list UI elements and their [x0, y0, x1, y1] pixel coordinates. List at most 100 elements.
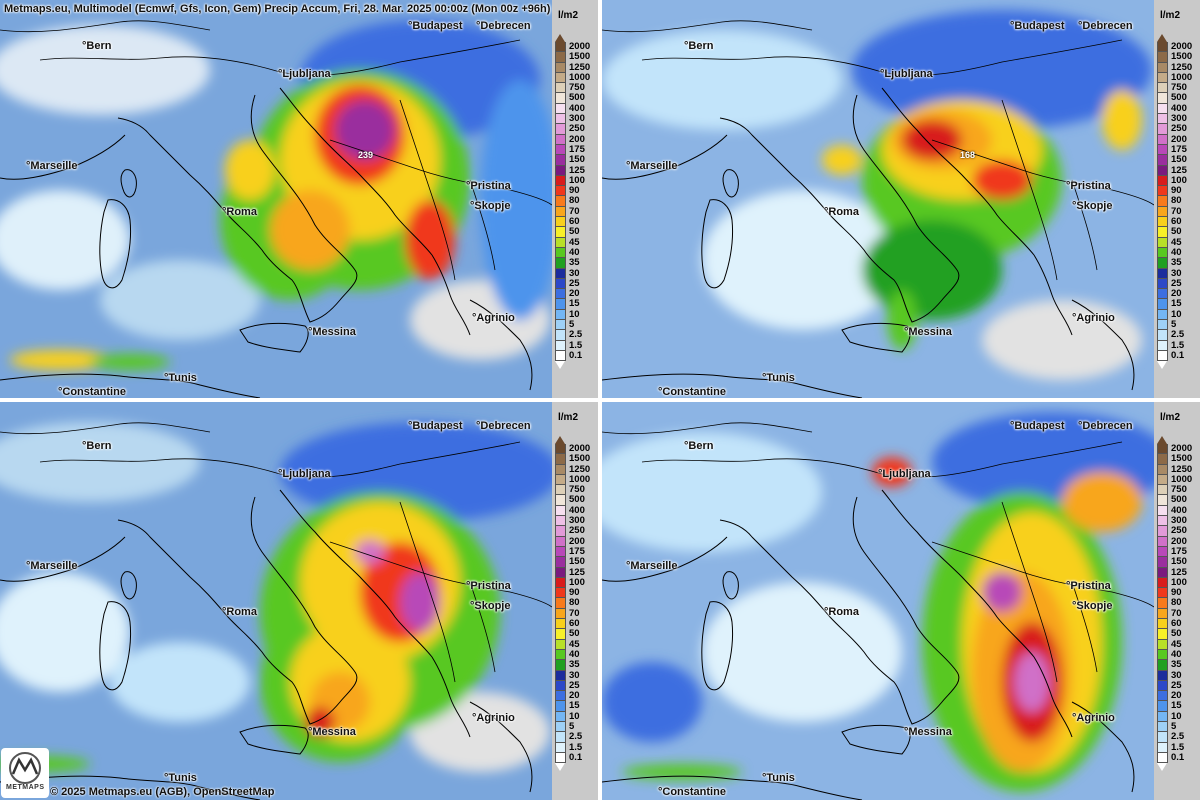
legend-swatch	[555, 268, 566, 279]
legend-swatch	[1157, 134, 1168, 145]
city-marseille: °Marseille	[26, 160, 78, 172]
city-bern: °Bern	[82, 440, 112, 452]
legend-swatch	[555, 546, 566, 558]
legend-label: 2000	[1171, 41, 1193, 52]
legend-swatch	[1157, 680, 1168, 692]
legend-label: 15	[1171, 298, 1182, 310]
legend-swatch	[1157, 567, 1168, 578]
legend-swatch	[555, 309, 566, 321]
city-skopje: °Skopje	[470, 200, 511, 212]
legend-label: 50	[569, 628, 580, 640]
metmaps-logo: METMAPS	[1, 748, 49, 798]
legend-swatch	[1157, 124, 1168, 135]
city-marseille: °Marseille	[26, 560, 78, 572]
city-pristina: °Pristina	[466, 580, 511, 592]
legend-label: 125	[1171, 566, 1187, 578]
legend-label: 25	[1171, 679, 1182, 691]
legend-labels: 2000 1500 1250 1000 750 500 400 300 250 200 175 150…	[1171, 443, 1193, 763]
city-constantine: °Constantine	[658, 786, 726, 798]
legend-swatch	[1157, 619, 1168, 630]
map-title: Metmaps.eu, Multimodel (Ecmwf, Gfs, Icon…	[4, 3, 551, 15]
legend-swatch	[1157, 495, 1168, 506]
legend-label: 30	[569, 267, 580, 279]
legend-swatch	[1157, 588, 1168, 599]
legend-swatch	[555, 155, 566, 166]
legend-label: 500	[569, 92, 585, 104]
city-ljubljana: °Ljubljana	[278, 468, 331, 480]
city-budapest: °Budapest	[408, 20, 463, 32]
legend-label: 150	[1171, 556, 1187, 568]
legend-label: 10	[1171, 308, 1182, 320]
legend-label: 175	[1171, 143, 1187, 155]
legend-label: 750	[1171, 82, 1187, 94]
legend-label: 15	[569, 700, 580, 712]
legend-swatch	[555, 124, 566, 135]
legend-swatch	[555, 340, 566, 351]
city-tunis: °Tunis	[762, 372, 795, 384]
legend-swatch	[1157, 144, 1168, 156]
legend-label: 125	[569, 164, 585, 176]
copyright-footer: © 2025 Metmaps.eu (AGB), OpenStreetMap	[50, 786, 275, 798]
legend-label: 2000	[569, 443, 591, 454]
legend-label: 5	[569, 319, 575, 331]
city-skopje: °Skopje	[1072, 600, 1113, 612]
legend-swatch	[555, 454, 566, 465]
legend-swatch	[555, 711, 566, 723]
legend-label: 1500	[569, 51, 591, 63]
city-tunis: °Tunis	[164, 372, 197, 384]
legend-arrow-down	[1157, 763, 1167, 772]
legend-arrow-up	[1157, 436, 1167, 444]
legend-label: 20	[1171, 288, 1182, 300]
legend-label: 150	[569, 556, 585, 568]
legend-swatch	[1157, 722, 1168, 733]
legend-swatch	[1157, 670, 1168, 681]
legend-label: 90	[1171, 587, 1182, 599]
legend-swatch	[555, 175, 566, 187]
legend-swatch	[555, 495, 566, 506]
legend-label: 0.1	[1171, 349, 1185, 361]
legend-label: 250	[569, 525, 585, 537]
legend-label: 1250	[569, 61, 591, 73]
legend-label: 750	[1171, 484, 1187, 496]
legend-arrow-up	[555, 34, 565, 42]
city-budapest: °Budapest	[1010, 420, 1065, 432]
legend-label: 300	[1171, 113, 1187, 125]
legend-swatch	[555, 114, 566, 125]
city-agrinio: °Agrinio	[1072, 712, 1115, 724]
legend-swatch	[1157, 711, 1168, 723]
legend-label: 1.5	[1171, 741, 1185, 753]
legend-label: 50	[569, 226, 580, 238]
legend-swatch	[555, 103, 566, 115]
legend-label: 2000	[1171, 443, 1193, 454]
legend-label: 20	[1171, 690, 1182, 702]
legend-swatch	[1157, 114, 1168, 125]
legend-swatch	[555, 732, 566, 743]
legend-label: 1500	[569, 453, 591, 465]
legend-swatch	[1157, 186, 1168, 197]
legend-label: 25	[1171, 277, 1182, 289]
city-marseille: °Marseille	[626, 160, 678, 172]
legend-label: 100	[569, 576, 585, 588]
city-agrinio: °Agrinio	[472, 712, 515, 724]
legend-swatch	[1157, 72, 1168, 84]
legend-label: 20	[569, 690, 580, 702]
city-pristina: °Pristina	[1066, 580, 1111, 592]
legend-swatch	[555, 680, 566, 692]
legend-swatch	[555, 660, 566, 671]
legend-swatch	[555, 516, 566, 527]
legend-label: 2.5	[569, 329, 583, 341]
legend-swatch	[555, 72, 566, 84]
legend-label: 5	[1171, 319, 1177, 331]
legend-swatch	[555, 196, 566, 207]
city-constantine: °Constantine	[658, 386, 726, 398]
legend-swatch	[555, 464, 566, 475]
legend-labels: 2000 1500 1250 1000 750 500 400 300 250 200 175 150…	[569, 443, 591, 763]
legend-label: 40	[1171, 246, 1182, 258]
max-value-label: 168	[960, 150, 976, 160]
legend-label: 35	[569, 257, 580, 269]
legend-swatch	[1157, 93, 1168, 104]
legend-swatch	[1157, 340, 1168, 351]
legend-label: 500	[1171, 494, 1187, 506]
legend-swatch	[1157, 289, 1168, 300]
legend-swatch	[555, 83, 566, 94]
